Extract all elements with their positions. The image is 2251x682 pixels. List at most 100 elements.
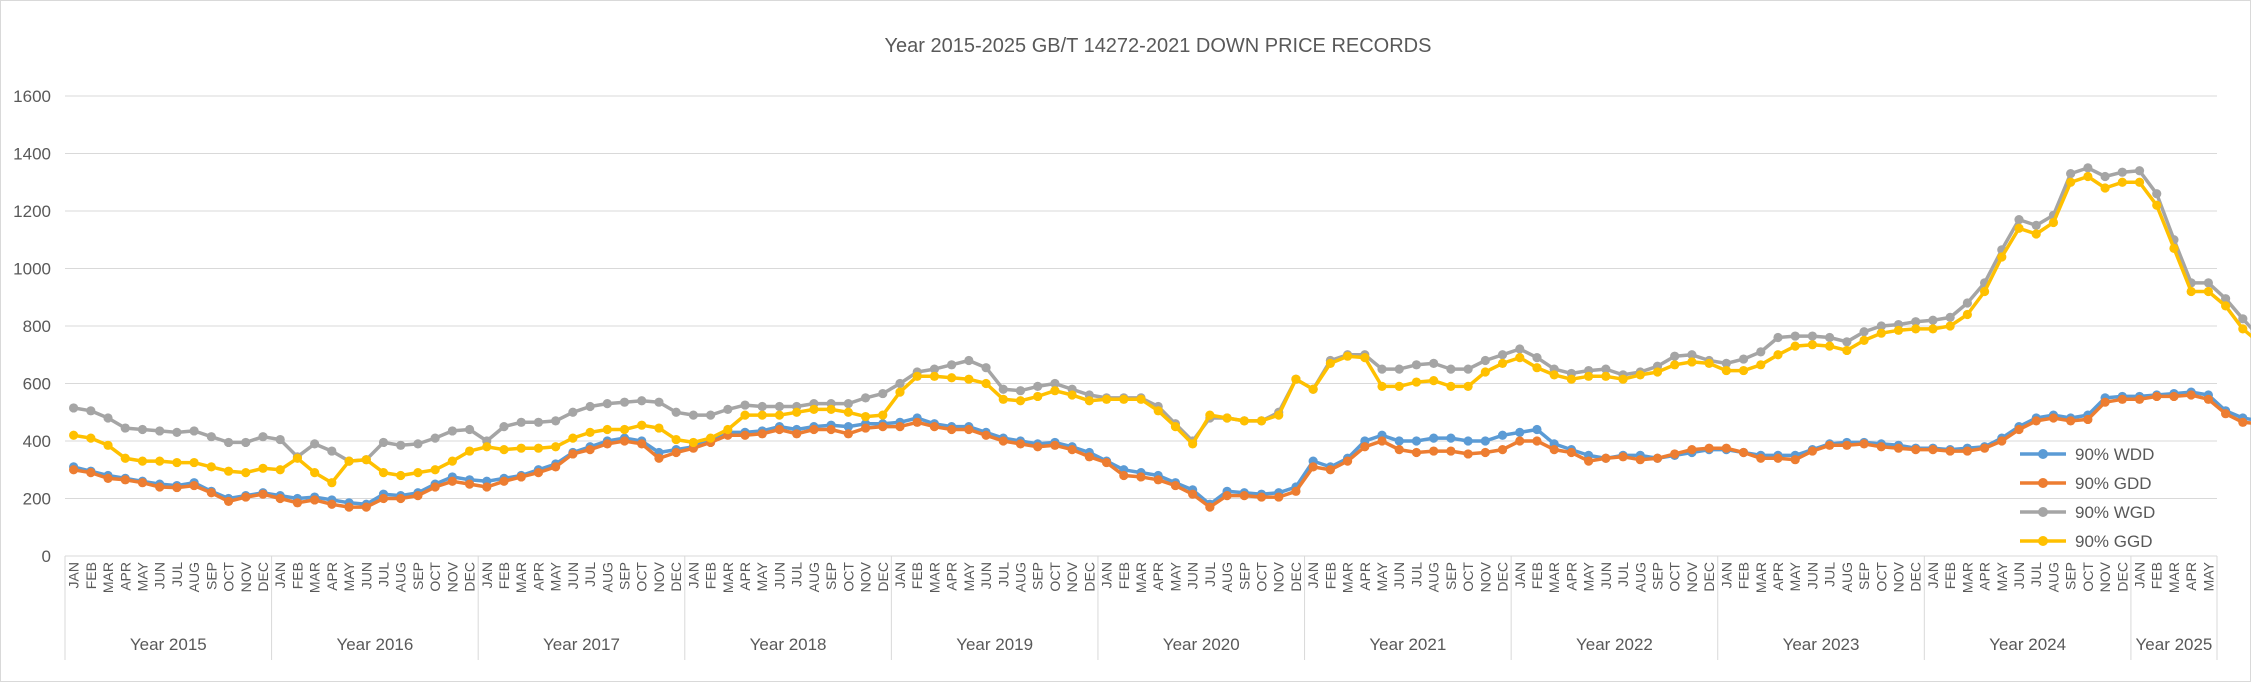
year-label: Year 2017 [543,635,620,654]
data-point [1015,439,1026,449]
data-point [1205,502,1215,512]
data-point [1687,350,1697,360]
data-point [447,476,457,486]
month-tick-label: APR [1977,562,1993,591]
data-point [1515,436,1525,446]
data-point [86,406,96,416]
data-point [619,424,630,435]
data-point [1050,440,1060,450]
month-tick-label: JAN [685,562,701,588]
data-point [2152,189,2162,199]
data-point [551,442,561,452]
data-point [1635,370,1645,380]
data-point [206,432,216,442]
data-point [2083,414,2093,425]
data-point [1463,381,1473,391]
gridlines [65,95,2217,557]
data-point [1050,378,1060,389]
data-point [1153,475,1163,485]
data-point [740,410,750,420]
data-point [2186,286,2196,297]
data-point [1170,422,1181,432]
data-point [1084,396,1094,406]
data-point [430,465,440,475]
data-point [843,399,853,409]
month-tick-label: AUG [2045,562,2061,592]
data-point [1825,341,1835,351]
data-point [430,433,440,443]
data-point [137,456,148,466]
month-tick-label: NOV [1477,561,1493,592]
month-tick-label: JUL [1202,562,1218,587]
data-point [619,397,630,407]
data-point [1446,364,1456,374]
data-point [1652,453,1663,463]
data-point [1394,436,1404,446]
data-point [1377,381,1387,391]
data-point [86,433,96,443]
data-point [1704,358,1714,368]
data-point [344,502,354,512]
data-point [706,410,716,420]
data-point [1360,442,1370,452]
data-point [1584,371,1594,381]
month-tick-label: JUN [978,562,994,589]
y-tick-label: 1600 [13,87,51,106]
data-point [774,410,785,420]
month-tick-label: APR [530,562,546,591]
month-tick-label: MAY [2200,561,2216,591]
y-tick-label: 1000 [13,260,51,279]
data-point [1188,489,1198,499]
data-point [1945,446,1955,456]
year-label: Year 2024 [1989,635,2066,654]
data-point [1790,455,1800,465]
data-point [378,468,389,478]
month-tick-label: APR [1150,562,1166,591]
month-tick-label: AUG [599,562,615,592]
data-point [2048,217,2059,228]
month-tick-label: DEC [668,562,684,592]
month-tick-label: JUN [565,562,581,589]
data-point [2083,163,2093,173]
data-point [2100,183,2110,193]
data-point [172,427,182,437]
month-tick-label: NOV [651,561,667,592]
data-point [1756,360,1766,370]
data-point [1480,447,1490,458]
data-point [1239,416,1249,426]
data-point [1670,449,1680,459]
data-point [1015,386,1026,396]
data-point [1532,353,1542,363]
data-point [757,410,767,420]
series-line [73,166,2251,463]
month-tick-label: FEB [496,562,512,589]
legend-swatch-marker [2038,449,2048,459]
data-point [757,401,767,412]
data-point [2066,177,2076,187]
month-tick-label: JUL [169,562,185,587]
data-point [1549,445,1559,455]
data-point [1136,394,1146,404]
data-point [516,472,526,482]
data-point [1360,353,1370,363]
month-tick-label: DEC [1908,562,1924,592]
data-point [602,399,612,409]
data-point [1842,337,1852,347]
month-tick-label: FEB [1322,562,1338,589]
month-tick-label: AUG [1839,562,1855,592]
data-point [1601,453,1611,463]
month-tick-label: JUL [789,562,805,587]
data-point [843,422,853,432]
data-point [1429,376,1439,386]
data-point [2066,169,2076,179]
data-point [723,404,733,414]
data-point [2134,177,2145,187]
data-point [533,443,544,453]
month-tick-label: JUN [1804,562,1820,589]
month-tick-label: JUL [2028,562,2044,587]
data-point [120,423,130,433]
data-point [1411,360,1422,370]
data-point [1790,341,1800,351]
data-point [2221,409,2231,419]
data-point [1325,358,1335,368]
